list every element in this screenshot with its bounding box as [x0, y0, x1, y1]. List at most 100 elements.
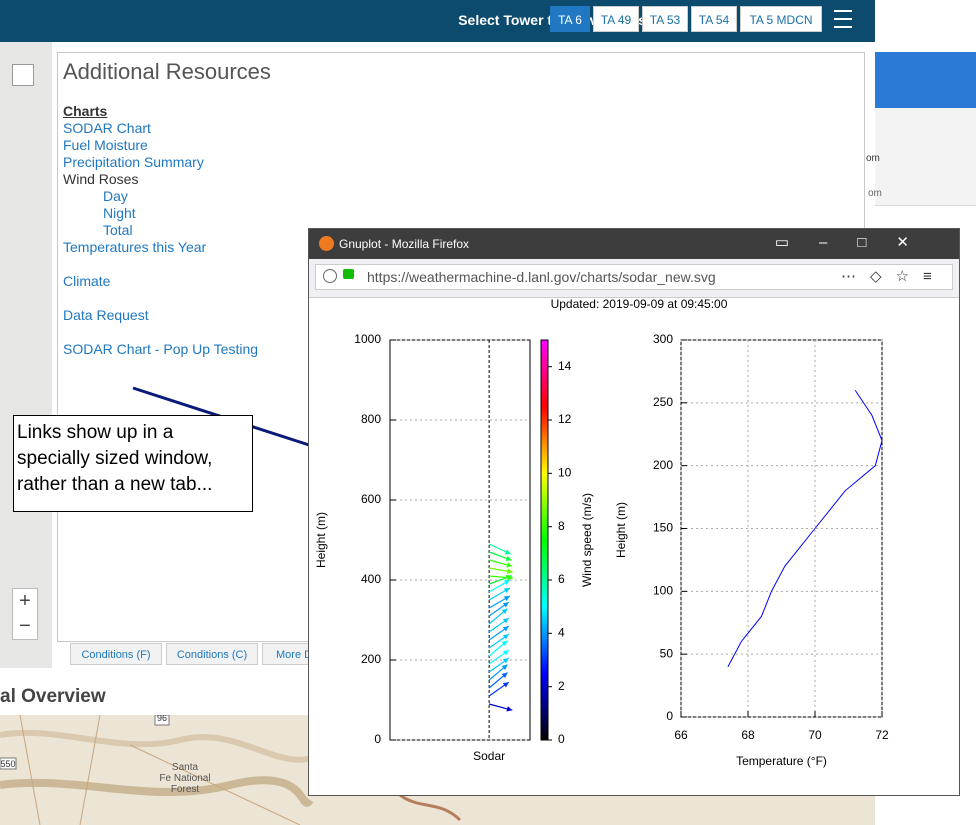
colorbar-tick-label: 2: [558, 679, 565, 693]
data-line: [727, 389, 883, 667]
wind-vector: [488, 579, 511, 593]
y-axis-label: Height (m): [314, 512, 328, 568]
road: [399, 793, 462, 822]
colorbar-tick-label: 6: [558, 572, 565, 586]
callout: Links show up in a specially sized windo…: [13, 415, 253, 512]
vector-head: [501, 672, 508, 679]
title-bar: Gnuplot - Mozilla Firefox ▭–□✕: [309, 229, 959, 259]
menu-button[interactable]: [834, 10, 852, 28]
updated-label: Updated: 2019-09-09 at 09:45:00: [551, 297, 728, 311]
road: [19, 715, 301, 825]
plot-frame: [389, 339, 531, 741]
tower-tab[interactable]: TA 53: [642, 6, 688, 32]
colorbar-tick-label: 10: [558, 466, 572, 480]
vector-head: [507, 574, 514, 581]
y-tick-label: 600: [361, 492, 381, 506]
tower-tab[interactable]: TA 6: [550, 6, 590, 32]
wind-vector: [488, 664, 508, 681]
link[interactable]: Night: [103, 205, 136, 221]
chart-svg: Updated: 2019-09-09 at 09:45:00 0 200 400 6…: [314, 297, 889, 768]
vector-head: [503, 596, 510, 602]
window-controls[interactable]: ▭–□✕: [774, 234, 939, 251]
link[interactable]: Fuel Moisture: [63, 137, 148, 153]
link[interactable]: Day: [103, 188, 128, 204]
vector-head: [502, 626, 509, 632]
y-tick-label: 200: [653, 458, 673, 472]
y-tick-label: 0: [374, 732, 381, 746]
wind-vector: [488, 640, 508, 657]
vector-head: [501, 640, 508, 647]
info-icon[interactable]: [323, 269, 337, 283]
tower-tab[interactable]: TA 49: [593, 6, 639, 32]
colorbar-tick-label: 8: [558, 519, 565, 533]
link[interactable]: SODAR Chart: [63, 120, 151, 136]
x-tick-label: Sodar: [473, 749, 505, 763]
x-tick-label: 66: [674, 728, 688, 742]
wind-vector: [488, 608, 508, 625]
wind-vector: [488, 559, 513, 568]
route-shield: [0, 757, 17, 770]
wind-vector: [488, 672, 508, 689]
colorbar-tick-label: 12: [558, 412, 572, 426]
label: Wind Roses: [63, 171, 139, 187]
map-strip: [0, 42, 52, 668]
wind-vector: [488, 681, 510, 697]
ribbon-label: om: [866, 153, 880, 164]
colorbar: [540, 339, 549, 741]
lock-icon: [343, 269, 354, 279]
zoom-buttons[interactable]: + −: [12, 588, 38, 640]
y-tick-label: 250: [653, 395, 673, 409]
wind-vector: [488, 625, 510, 641]
toolbar: https://weathermachine-d.lanl.gov/charts…: [309, 259, 959, 298]
window-title: Gnuplot - Mozilla Firefox: [339, 237, 470, 251]
y-tick-label: 300: [653, 332, 673, 346]
toolbar-icons[interactable]: ⋯◇☆≡: [841, 268, 946, 285]
qr-button[interactable]: [12, 64, 34, 86]
resources-title: Additional Resources: [63, 59, 271, 84]
x-tick-label: 68: [741, 728, 755, 742]
link[interactable]: Temperatures this Year: [63, 239, 207, 255]
link[interactable]: Precipitation Summary: [63, 154, 204, 170]
colorbar-label: Wind speed (m/s): [580, 493, 594, 587]
tower-tab[interactable]: TA 54: [691, 6, 737, 32]
url-bar[interactable]: [315, 264, 953, 290]
firefox-icon: [319, 236, 334, 251]
link[interactable]: Climate: [63, 273, 111, 289]
ribbon-label: om: [868, 188, 882, 199]
terrain: [0, 729, 322, 763]
y-tick-label: 400: [361, 572, 381, 586]
map-label: Santa: [172, 762, 199, 773]
vector-head: [501, 664, 508, 671]
link[interactable]: Data Request: [63, 307, 149, 323]
vector-head: [506, 706, 513, 712]
wind-vector: [488, 657, 510, 673]
wind-vector: [488, 587, 511, 601]
route-shield: [154, 715, 170, 726]
x-tick-label: 70: [808, 728, 822, 742]
link[interactable]: Total: [103, 222, 133, 238]
map-label: Forest: [171, 784, 200, 795]
wind-vector: [488, 551, 512, 561]
vector-head: [503, 580, 510, 586]
bottom-tab[interactable]: Conditions (F): [70, 643, 162, 665]
vector-head: [503, 588, 510, 594]
url[interactable]: https://weathermachine-d.lanl.gov/charts…: [367, 269, 716, 285]
wind-vector: [488, 617, 510, 633]
bottom-tab[interactable]: More D: [262, 643, 322, 665]
vector-head: [504, 549, 511, 555]
y-tick-label: 100: [653, 584, 673, 598]
link[interactable]: SODAR Chart - Pop Up Testing: [63, 341, 259, 357]
bottom-tab[interactable]: Conditions (C): [166, 643, 258, 665]
y-tick-label: 150: [653, 521, 673, 535]
y-tick-label: 800: [361, 412, 381, 426]
wind-vector: [488, 703, 513, 712]
y-tick-label: 50: [660, 646, 674, 660]
tower-tab[interactable]: TA 5 MDCN: [740, 6, 822, 32]
vector-head: [502, 618, 509, 624]
vector-head: [502, 650, 509, 656]
terrain: [0, 776, 314, 807]
browser-window: Gnuplot - Mozilla Firefox ▭–□✕ https://w…: [308, 228, 960, 796]
vector-head: [502, 658, 509, 664]
vector-head: [507, 568, 513, 574]
